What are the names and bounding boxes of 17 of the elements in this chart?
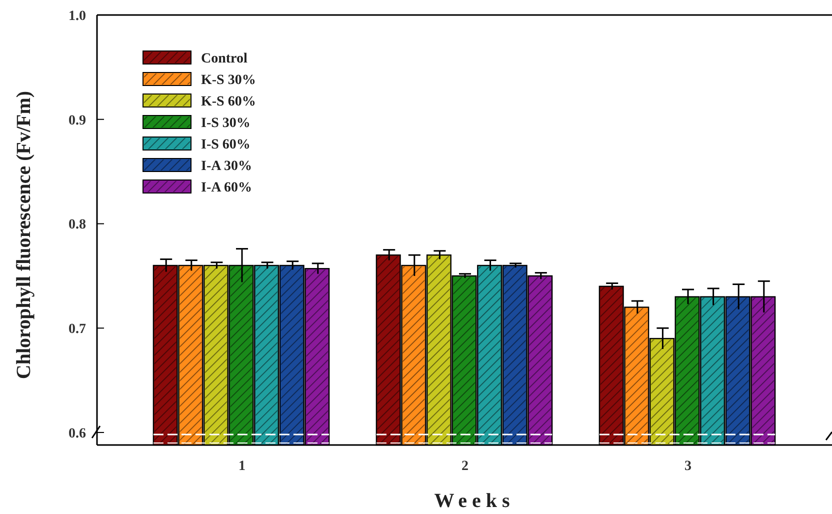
y-tick-label: 0.6 [68,426,86,442]
y-tick-label: 0.7 [68,322,86,338]
x-tick-label: 2 [462,459,468,474]
x-tick-label: 3 [684,459,692,474]
legend-label: Control [201,51,248,66]
y-tick-label: 1.0 [68,8,86,24]
legend-label: K-S 30% [201,72,256,88]
legend-label: I-A 60% [201,180,252,196]
y-tick-label: 0.9 [68,113,86,128]
legend-label: I-A 30% [201,158,252,174]
x-tick-label: 1 [238,459,246,474]
legend-label: I-S 60% [201,137,250,152]
y-tick-label: 0.8 [68,218,86,233]
legend-label: I-S 30% [201,116,250,131]
x-axis-title: Weeks [434,490,515,512]
legend-label: K-S 60% [201,94,256,110]
y-axis-title: Chlorophyll fluorescence (Fv/Fm) [13,90,35,380]
